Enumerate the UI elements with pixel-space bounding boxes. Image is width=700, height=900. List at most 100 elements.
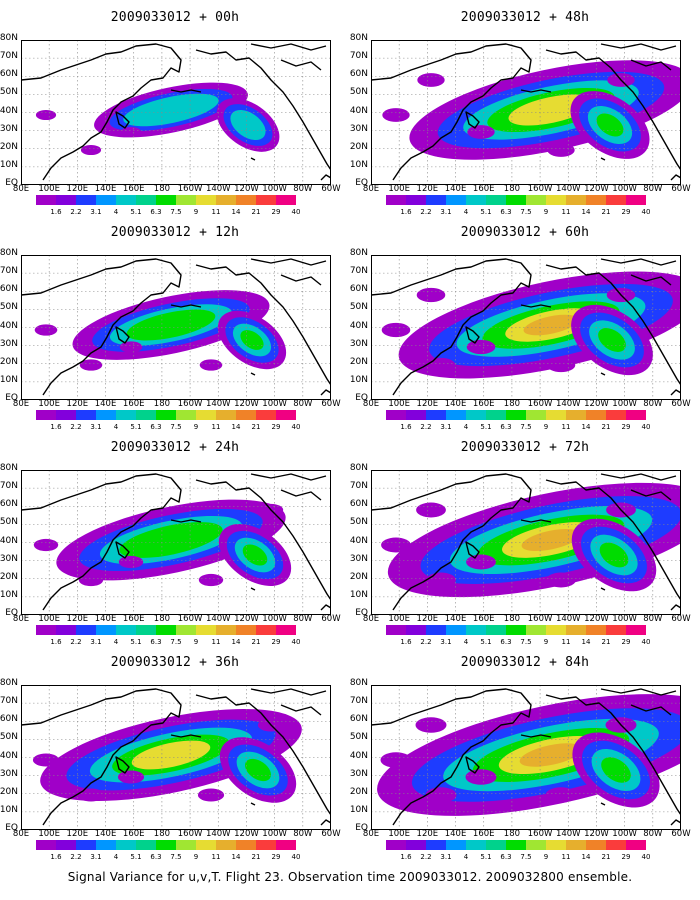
latitude-tick-label: 20N (349, 356, 368, 367)
colorbar-swatch (566, 625, 586, 635)
colorbar-label: 5.1 (130, 423, 142, 431)
colorbar-swatch (196, 625, 216, 635)
latitude-tick-label: 10N (349, 804, 368, 815)
longitude-tick-label: 60W (671, 829, 691, 839)
longitude-tick-label: 180 (153, 184, 171, 194)
latitude-tick-label: 40N (0, 535, 18, 546)
longitude-tick-label: 180 (503, 399, 521, 409)
longitude-tick-label: 160W (527, 184, 553, 194)
colorbar-label: 5.1 (480, 638, 492, 646)
graticule (371, 470, 681, 615)
longitude-tick-label: 60W (321, 829, 341, 839)
colorbar-swatch (586, 840, 606, 850)
longitude-tick-label: 60W (321, 184, 341, 194)
colorbar-label: 3.1 (440, 423, 452, 431)
latitude-tick-label: 10N (0, 159, 18, 170)
longitude-tick-label: 160W (527, 614, 553, 624)
colorbar-swatch (96, 410, 116, 420)
longitude-tick-label: 80E (12, 829, 30, 839)
colorbar-label: 14 (231, 853, 241, 861)
longitude-labels: 80E 100E 120E 140E 160E 180 160W 140W 120W 100W 80… (363, 829, 691, 841)
colorbar-swatch (506, 195, 526, 205)
colorbar (386, 195, 646, 205)
longitude-tick-label: 120E (416, 614, 439, 624)
variance-field (35, 82, 280, 156)
colorbar-label: 29 (621, 208, 631, 216)
colorbar-label: 2.2 (420, 638, 432, 646)
latitude-tick-label: 10N (349, 159, 368, 170)
colorbar-label: 14 (581, 638, 591, 646)
coastlines (371, 258, 681, 396)
colorbar-swatch (486, 410, 506, 420)
colorbar-label: 9 (193, 853, 199, 861)
variance-field (377, 694, 681, 816)
latitude-tick-label: 60N (0, 499, 18, 510)
colorbar-label: 5.1 (480, 208, 492, 216)
panel-title: 2009033012 + 00h (110, 10, 240, 25)
colorbar-label: 3.1 (90, 423, 102, 431)
colorbar-swatch (626, 410, 646, 420)
colorbar-label: 3.1 (440, 208, 452, 216)
variance-map (371, 470, 681, 615)
latitude-tick-label: 60N (349, 69, 368, 80)
longitude-tick-label: 120E (416, 184, 439, 194)
latitude-tick-label: 40N (349, 750, 368, 761)
longitude-tick-label: 100E (388, 614, 410, 624)
colorbar-swatch (546, 625, 566, 635)
colorbar-label: 6.3 (150, 423, 162, 431)
colorbar-label: 2.2 (420, 853, 432, 861)
colorbar-label: 29 (621, 638, 631, 646)
latitude-tick-label: 10N (0, 374, 18, 385)
colorbar-label: 21 (251, 853, 261, 861)
longitude-tick-label: 140W (205, 829, 231, 839)
latitude-tick-label: 80N (0, 248, 18, 258)
longitude-tick-label: 180 (153, 614, 171, 624)
longitude-tick-label: 120E (416, 829, 439, 839)
colorbar-label: 5.1 (480, 853, 492, 861)
latitude-tick-label: 30N (0, 553, 18, 564)
colorbar-label: 6.3 (150, 208, 162, 216)
colorbar-label: 14 (231, 638, 241, 646)
colorbar-swatch (236, 195, 256, 205)
latitude-tick-label: 50N (349, 517, 368, 528)
longitude-tick-label: 80W (293, 614, 313, 624)
longitude-tick-label: 100W (612, 399, 637, 409)
coastlines (21, 258, 331, 396)
panel-title: 2009033012 + 72h (460, 440, 590, 455)
colorbar-swatch (386, 410, 406, 420)
longitude-tick-label: 160W (177, 184, 203, 194)
colorbar-label: 11 (211, 638, 221, 646)
longitude-tick-label: 140E (444, 399, 467, 409)
longitude-tick-label: 100W (262, 184, 287, 194)
colorbar-swatch (216, 840, 236, 850)
colorbar-label: 7.5 (170, 638, 182, 646)
colorbar-label: 6.3 (500, 638, 512, 646)
colorbar-swatch (506, 410, 526, 420)
latitude-tick-label: 80N (349, 248, 368, 258)
colorbar-swatch (386, 840, 406, 850)
variance-field (381, 271, 681, 379)
colorbar-label: 6.3 (500, 853, 512, 861)
colorbar-label: 11 (561, 638, 571, 646)
longitude-tick-label: 120E (66, 829, 89, 839)
colorbar-label: 14 (231, 208, 241, 216)
colorbar-label: 40 (641, 208, 651, 216)
longitude-tick-label: 80W (293, 184, 313, 194)
longitude-tick-label: 160W (527, 399, 553, 409)
colorbar-swatch (466, 625, 486, 635)
longitude-tick-label: 180 (503, 829, 521, 839)
colorbar-swatch (506, 840, 526, 850)
variance-map (21, 255, 331, 400)
colorbar-label: 9 (543, 853, 549, 861)
forecast-panel: 2009033012 + 60h 80N 70N 60N 50N 40N 30N 20N 10N… (350, 215, 700, 440)
longitude-tick-label: 160W (527, 829, 553, 839)
longitude-tick-label: 80E (362, 614, 380, 624)
colorbar-swatch (216, 625, 236, 635)
colorbar-label: 21 (601, 423, 611, 431)
latitude-labels: 80N 70N 60N 50N 40N 30N 20N 10N EQ (346, 33, 368, 193)
colorbar-label: 1.6 (400, 638, 412, 646)
longitude-tick-label: 140W (205, 399, 231, 409)
colorbar-swatch (56, 195, 76, 205)
longitude-tick-label: 100E (38, 614, 60, 624)
colorbar (386, 840, 646, 850)
